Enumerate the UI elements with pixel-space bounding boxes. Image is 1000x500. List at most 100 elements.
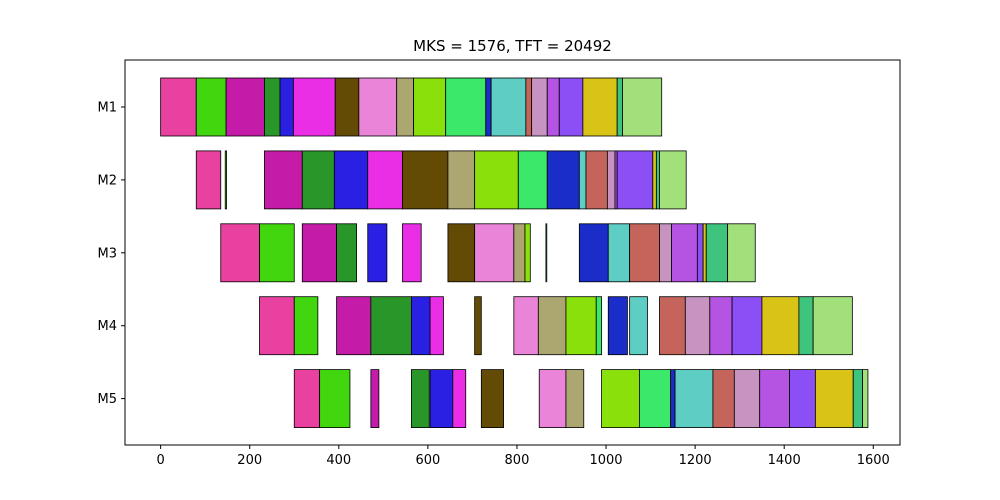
task-bar-m4-60 bbox=[293, 296, 319, 356]
task-bar-m5-90 bbox=[670, 369, 676, 429]
task-bars bbox=[160, 77, 869, 429]
task-bar-m2-25 bbox=[367, 150, 403, 210]
x-tick-label: 1200 bbox=[679, 453, 712, 468]
y-axis: M1 M2 M3 M4 M5 bbox=[98, 101, 125, 407]
task-bar-m1-7 bbox=[358, 77, 398, 137]
task-bar-m5-93 bbox=[733, 369, 761, 429]
task-bar-m3-48 bbox=[524, 223, 531, 283]
task-bar-m5-96 bbox=[814, 369, 854, 429]
task-bar-m2-33 bbox=[606, 150, 616, 210]
y-tick-label-m4: M4 bbox=[98, 319, 118, 334]
y-tick-label-m1: M1 bbox=[98, 101, 118, 116]
task-bar-m2-21 bbox=[224, 150, 227, 210]
task-bar-m5-94 bbox=[759, 369, 790, 429]
task-bar-m2-29 bbox=[517, 150, 548, 210]
task-bar-m3-41 bbox=[301, 223, 337, 283]
x-tick-label: 1400 bbox=[768, 453, 801, 468]
task-bar-m1-19 bbox=[622, 77, 663, 137]
task-bar-m1-15 bbox=[546, 77, 560, 137]
task-bar-m1-6 bbox=[334, 77, 360, 137]
task-bar-m1-4 bbox=[279, 77, 294, 137]
task-bar-m4-63 bbox=[410, 296, 431, 356]
task-bar-m4-61 bbox=[336, 296, 372, 356]
task-bar-m5-92 bbox=[712, 369, 735, 429]
task-bar-m2-31 bbox=[578, 150, 587, 210]
task-bar-m3-51 bbox=[607, 223, 631, 283]
task-bar-m3-49 bbox=[545, 223, 548, 283]
task-bar-m3-56 bbox=[702, 223, 707, 283]
task-bar-m2-32 bbox=[585, 150, 608, 210]
task-bar-m4-66 bbox=[513, 296, 539, 356]
task-bar-m3-55 bbox=[696, 223, 704, 283]
task-bar-m1-9 bbox=[413, 77, 447, 137]
task-bar-m3-43 bbox=[367, 223, 388, 283]
task-bar-m1-14 bbox=[531, 77, 548, 137]
task-bar-m1-5 bbox=[292, 77, 336, 137]
task-bar-m3-39 bbox=[220, 223, 260, 283]
task-bar-m2-24 bbox=[333, 150, 369, 210]
task-bar-m3-40 bbox=[259, 223, 295, 283]
task-bar-m1-13 bbox=[525, 77, 533, 137]
task-bar-m1-8 bbox=[396, 77, 415, 137]
task-bar-m4-62 bbox=[370, 296, 412, 356]
task-bar-m4-75 bbox=[731, 296, 763, 356]
task-bar-m4-76 bbox=[761, 296, 800, 356]
task-bar-m2-26 bbox=[402, 150, 449, 210]
chart-title: MKS = 1576, TFT = 20492 bbox=[413, 37, 612, 55]
task-bar-m5-89 bbox=[639, 369, 672, 429]
task-bar-m1-2 bbox=[225, 77, 265, 137]
task-bar-m4-70 bbox=[607, 296, 628, 356]
task-bar-m4-72 bbox=[659, 296, 686, 356]
task-bar-m5-98 bbox=[862, 369, 869, 429]
task-bar-m5-91 bbox=[674, 369, 714, 429]
x-tick-label: 200 bbox=[237, 453, 262, 468]
task-bar-m4-78 bbox=[812, 296, 853, 356]
task-bar-m3-46 bbox=[474, 223, 515, 283]
task-bar-m4-64 bbox=[429, 296, 444, 356]
task-bar-m4-69 bbox=[595, 296, 602, 356]
task-bar-m5-88 bbox=[601, 369, 640, 429]
task-bar-m3-53 bbox=[659, 223, 672, 283]
x-tick-label: 400 bbox=[326, 453, 351, 468]
task-bar-m4-59 bbox=[259, 296, 295, 356]
task-bar-m5-97 bbox=[852, 369, 863, 429]
task-bar-m5-81 bbox=[370, 369, 380, 429]
task-bar-m4-67 bbox=[537, 296, 567, 356]
task-bar-m1-17 bbox=[582, 77, 618, 137]
task-bar-m1-16 bbox=[558, 77, 584, 137]
task-bar-m1-0 bbox=[160, 77, 197, 137]
y-tick-label-m5: M5 bbox=[98, 392, 118, 407]
task-bar-m3-47 bbox=[513, 223, 526, 283]
task-bar-m4-74 bbox=[709, 296, 733, 356]
x-axis: 0 200 400 600 800 1000 1200 1400 1600 bbox=[156, 445, 890, 468]
task-bar-m4-71 bbox=[629, 296, 648, 356]
task-bar-m2-30 bbox=[546, 150, 580, 210]
task-bar-m3-54 bbox=[671, 223, 698, 283]
x-tick-label: 1000 bbox=[589, 453, 622, 468]
task-bar-m2-37 bbox=[655, 150, 660, 210]
task-bar-m5-87 bbox=[565, 369, 585, 429]
task-bar-m3-45 bbox=[447, 223, 476, 283]
task-bar-m5-80 bbox=[319, 369, 351, 429]
task-bar-m4-77 bbox=[798, 296, 814, 356]
x-tick-label: 1600 bbox=[857, 453, 890, 468]
task-bar-m3-52 bbox=[629, 223, 660, 283]
x-tick-label: 600 bbox=[415, 453, 440, 468]
task-bar-m5-85 bbox=[480, 369, 504, 429]
task-bar-m3-42 bbox=[336, 223, 358, 283]
task-bar-m5-84 bbox=[452, 369, 467, 429]
task-bar-m5-86 bbox=[538, 369, 567, 429]
task-bar-m5-83 bbox=[429, 369, 454, 429]
task-bar-m1-12 bbox=[490, 77, 527, 137]
task-bar-m2-27 bbox=[447, 150, 476, 210]
task-bar-m1-11 bbox=[485, 77, 492, 137]
task-bar-m3-44 bbox=[402, 223, 422, 283]
task-bar-m3-57 bbox=[705, 223, 729, 283]
x-tick-label: 800 bbox=[505, 453, 530, 468]
task-bar-m2-22 bbox=[264, 150, 303, 210]
task-bar-m2-20 bbox=[195, 150, 222, 210]
task-bar-m4-65 bbox=[474, 296, 482, 356]
task-bar-m2-23 bbox=[301, 150, 335, 210]
y-tick-label-m2: M2 bbox=[98, 173, 118, 188]
